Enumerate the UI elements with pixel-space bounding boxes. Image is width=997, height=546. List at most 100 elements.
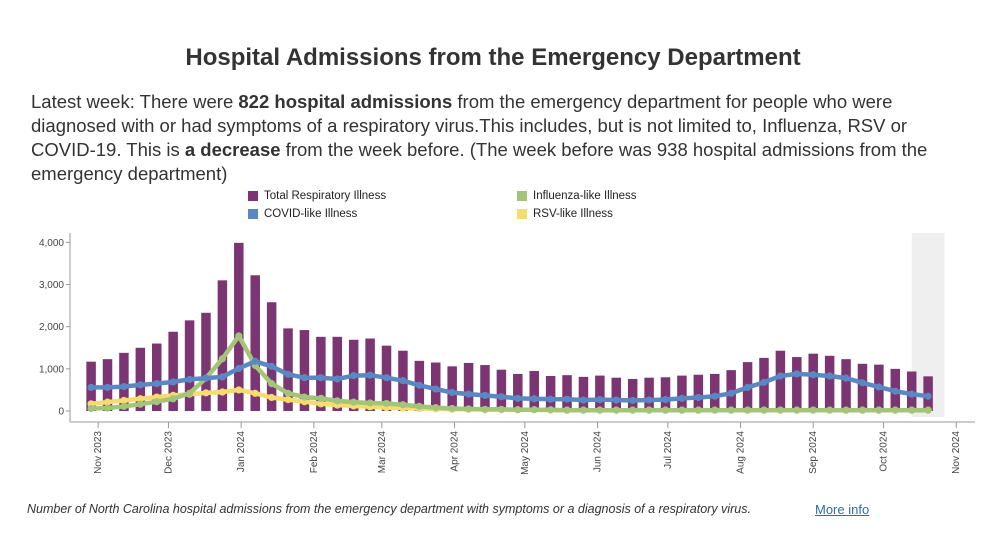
x-tick-label: Nov 2024 [951, 431, 962, 474]
point-covid [579, 396, 588, 404]
point-influenza [908, 406, 916, 414]
point-covid [366, 371, 374, 379]
point-influenza [284, 389, 292, 397]
point-covid [891, 387, 899, 395]
bar-total-respiratory [168, 331, 178, 411]
point-influenza [497, 405, 505, 413]
bar-total-respiratory [250, 275, 260, 411]
summary-part-3: from the week before. (The week before w… [31, 139, 928, 184]
x-tick-label: Jul 2024 [663, 431, 674, 469]
x-tick-label: Mar 2024 [377, 431, 388, 474]
point-influenza [514, 406, 522, 414]
point-covid [268, 362, 276, 370]
point-covid [251, 357, 259, 365]
point-covid [711, 392, 719, 400]
point-covid [464, 390, 473, 398]
bar-total-respiratory [283, 328, 293, 411]
point-covid [87, 383, 95, 391]
legend-swatch-total [248, 191, 258, 201]
point-influenza [464, 405, 473, 413]
more-info-link[interactable]: More info [815, 502, 870, 517]
point-covid [809, 371, 817, 379]
point-influenza [694, 406, 702, 414]
x-tick-label: Apr 2024 [450, 431, 461, 472]
point-covid [727, 389, 735, 397]
point-influenza [875, 406, 883, 414]
point-covid [103, 383, 112, 391]
point-influenza [218, 355, 226, 363]
point-covid [612, 396, 620, 404]
point-influenza [87, 404, 95, 413]
point-influenza [826, 406, 834, 414]
point-covid [382, 374, 391, 382]
legend-label-flu: Influenza-like Illness [533, 190, 637, 202]
point-covid [645, 396, 653, 404]
x-tick-label: Feb 2024 [309, 431, 320, 474]
point-covid [530, 395, 538, 403]
y-tick-label: 4,000 [39, 238, 64, 249]
bar-total-respiratory [857, 363, 868, 411]
point-influenza [743, 406, 752, 414]
point-influenza [547, 406, 555, 414]
legend-label-covid: COVID-like Illness [264, 208, 358, 220]
point-covid [629, 396, 637, 405]
bar-total-respiratory [595, 375, 605, 411]
bar-total-respiratory [660, 377, 671, 411]
point-covid [481, 391, 489, 400]
point-covid [678, 394, 686, 402]
point-rsv [251, 389, 259, 397]
bar-total-respiratory [578, 376, 589, 411]
legend-covid: COVID-like Illness [248, 208, 357, 220]
summary-text: Latest week: There were 822 hospital adm… [31, 90, 961, 186]
bar-total-respiratory [644, 377, 654, 411]
y-tick-label: 3,000 [39, 280, 64, 291]
point-covid [924, 392, 932, 400]
bar-total-respiratory [447, 366, 457, 411]
trend-direction: a decrease [184, 139, 281, 160]
point-influenza [924, 406, 932, 414]
point-rsv [284, 396, 292, 404]
legend-swatch-flu [517, 191, 527, 201]
bar-total-respiratory [677, 375, 687, 411]
summary-part-2: from the emergency department for people… [31, 91, 908, 160]
point-influenza [563, 406, 571, 414]
bar-total-respiratory [611, 377, 622, 411]
point-influenza [481, 405, 489, 413]
legend-total: Total Respiratory Illness [248, 190, 386, 202]
point-influenza [579, 406, 588, 414]
bar-total-respiratory [332, 336, 343, 411]
point-covid [760, 378, 768, 386]
point-rsv [268, 393, 276, 402]
point-influenza [399, 401, 407, 409]
bar-total-respiratory [266, 302, 277, 411]
point-influenza [612, 406, 620, 414]
bar-total-respiratory [693, 374, 704, 411]
legend-flu: Influenza-like Illness [517, 190, 637, 202]
point-influenza [842, 406, 850, 414]
point-influenza [169, 395, 177, 403]
bar-total-respiratory [529, 370, 539, 411]
point-covid [432, 385, 440, 393]
line-rsv [88, 387, 931, 413]
point-influenza [300, 393, 309, 401]
point-influenza [103, 404, 112, 412]
point-covid [120, 382, 128, 391]
point-covid [826, 372, 834, 380]
x-tick-label: May 2024 [520, 431, 531, 475]
point-covid [415, 381, 423, 389]
bar-total-respiratory [151, 343, 162, 411]
point-influenza [645, 406, 653, 414]
point-covid [908, 390, 916, 398]
bar-total-respiratory [792, 357, 802, 411]
y-tick-label: 1,000 [39, 364, 64, 375]
chart-title: Hospital Admissions from the Emergency D… [185, 44, 801, 71]
point-covid [497, 393, 505, 401]
bar-total-respiratory [513, 373, 523, 411]
point-rsv [103, 398, 112, 406]
point-rsv [202, 389, 210, 397]
summary-part-1: Latest week: There were [31, 91, 239, 112]
bar-total-respiratory [841, 359, 851, 411]
point-covid [136, 381, 144, 389]
legend-label-rsv: RSV-like Illness [533, 208, 613, 220]
bar-total-respiratory [234, 242, 244, 411]
